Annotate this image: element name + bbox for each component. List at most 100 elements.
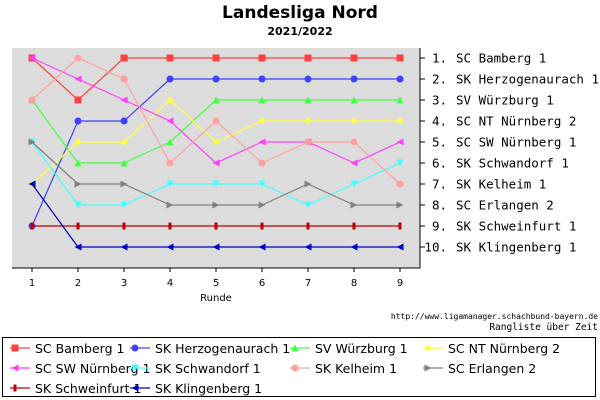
- series-layer: [28, 54, 404, 251]
- series-sc-erlangen-2: [28, 138, 404, 209]
- legend-item: SK Schweinfurt 1: [9, 379, 141, 397]
- data-point: [28, 96, 36, 104]
- rank-label: SK Klingenberg 1: [456, 240, 576, 255]
- legend-item: SC Bamberg 1: [9, 339, 124, 357]
- data-point: [396, 138, 404, 146]
- data-point: [304, 243, 312, 251]
- data-point: [120, 159, 128, 167]
- legend-swatch: [290, 344, 310, 352]
- data-point: [304, 201, 312, 209]
- data-point: [74, 117, 82, 125]
- data-point: [76, 222, 80, 230]
- data-point: [258, 159, 266, 167]
- rank-label: SC Bamberg 1: [456, 51, 546, 66]
- x-axis-label: Runde: [200, 293, 232, 304]
- legend: SC Bamberg 1 SK Herzogenaurach 1 SV Würzbu…: [2, 337, 596, 397]
- legend-swatch: [130, 364, 150, 372]
- rank-label: SV Würzburg 1: [456, 93, 554, 108]
- rank-label: SK Kelheim 1: [456, 177, 546, 192]
- data-point: [168, 222, 172, 230]
- x-tick-label: 8: [351, 278, 357, 289]
- series-sv-w-rzburg-1: [28, 96, 404, 167]
- data-point: [74, 243, 82, 251]
- legend-marker: [11, 364, 19, 372]
- series-sk-kelheim-1: [28, 54, 404, 188]
- legend-marker: [291, 344, 299, 352]
- data-point: [396, 159, 404, 167]
- source-url[interactable]: http://www.ligamanager.schachbund-bayern…: [391, 312, 598, 321]
- data-point: [396, 201, 404, 209]
- data-point: [28, 180, 36, 188]
- chart-caption: Rangliste über Zeit: [489, 322, 598, 333]
- legend-item: SC NT Nürnberg 2: [422, 339, 560, 357]
- x-tick-label: 9: [397, 278, 403, 289]
- data-point: [120, 138, 128, 146]
- data-point: [258, 138, 266, 146]
- data-point: [120, 117, 128, 125]
- legend-marker: [424, 344, 432, 352]
- data-point: [350, 243, 358, 251]
- x-tick-label: 3: [121, 278, 127, 289]
- rank-number: 6.: [432, 156, 447, 171]
- data-point: [212, 201, 220, 209]
- data-point: [258, 117, 266, 125]
- legend-swatch: [10, 364, 30, 372]
- legend-marker: [131, 384, 139, 392]
- legend-item: SC SW Nürnberg 1: [9, 359, 150, 377]
- data-point: [28, 138, 36, 146]
- rank-label: SK Schweinfurt 1: [456, 219, 576, 234]
- rank-number: 8.: [432, 198, 447, 213]
- data-point: [260, 222, 264, 230]
- rank-label: SK Schwandorf 1: [456, 156, 569, 171]
- data-point: [350, 117, 358, 125]
- legend-label: SK Schwandorf 1: [155, 360, 261, 376]
- data-point: [120, 54, 128, 62]
- rank-number: 2.: [432, 72, 447, 87]
- data-point: [166, 96, 174, 104]
- legend-marker: [13, 384, 17, 392]
- legend-item: SC Erlangen 2: [422, 359, 536, 377]
- data-point: [398, 222, 402, 230]
- legend-marker: [424, 364, 432, 372]
- data-point: [120, 180, 128, 188]
- rank-number: 7.: [432, 177, 447, 192]
- series-sk-schweinfurt-1: [30, 222, 402, 230]
- legend-swatch: [290, 364, 310, 372]
- data-point: [212, 75, 220, 83]
- data-point: [350, 201, 358, 209]
- x-tick-label: 2: [75, 278, 81, 289]
- legend-label: SK Schweinfurt 1: [35, 380, 142, 396]
- data-point: [396, 117, 404, 125]
- data-point: [304, 54, 312, 62]
- data-point: [304, 96, 312, 104]
- data-point: [258, 201, 266, 209]
- legend-label: SC SW Nürnberg 1: [35, 360, 151, 376]
- legend-label: SC Erlangen 2: [448, 360, 537, 376]
- legend-item: SV Würzburg 1: [289, 339, 408, 357]
- data-point: [120, 75, 128, 83]
- data-point: [306, 222, 310, 230]
- rank-number: 3.: [432, 93, 447, 108]
- y-ticks: 1. SC Bamberg 1 2. SK Herzogenaurach 1 3. SV …: [420, 51, 599, 255]
- x-ticks: 1 2 3 4 5 6 7 8 9: [29, 268, 403, 289]
- rank-label: SK Herzogenaurach 1: [456, 72, 599, 87]
- legend-swatch: [130, 344, 150, 352]
- data-point: [212, 138, 220, 146]
- data-point: [166, 138, 174, 146]
- data-point: [350, 159, 358, 167]
- x-tick-label: 6: [259, 278, 265, 289]
- data-point: [166, 180, 174, 188]
- x-tick-label: 1: [29, 278, 35, 289]
- data-point: [74, 54, 82, 62]
- series-sk-klingenberg-1: [28, 180, 404, 251]
- data-point: [304, 180, 312, 188]
- series-sk-herzogenaurach-1: [28, 75, 404, 230]
- legend-swatch: [130, 384, 150, 392]
- legend-swatch: [10, 344, 30, 352]
- data-point: [304, 138, 312, 146]
- data-point: [120, 243, 128, 251]
- legend-marker: [131, 364, 139, 372]
- data-point: [74, 159, 82, 167]
- data-point: [166, 117, 174, 125]
